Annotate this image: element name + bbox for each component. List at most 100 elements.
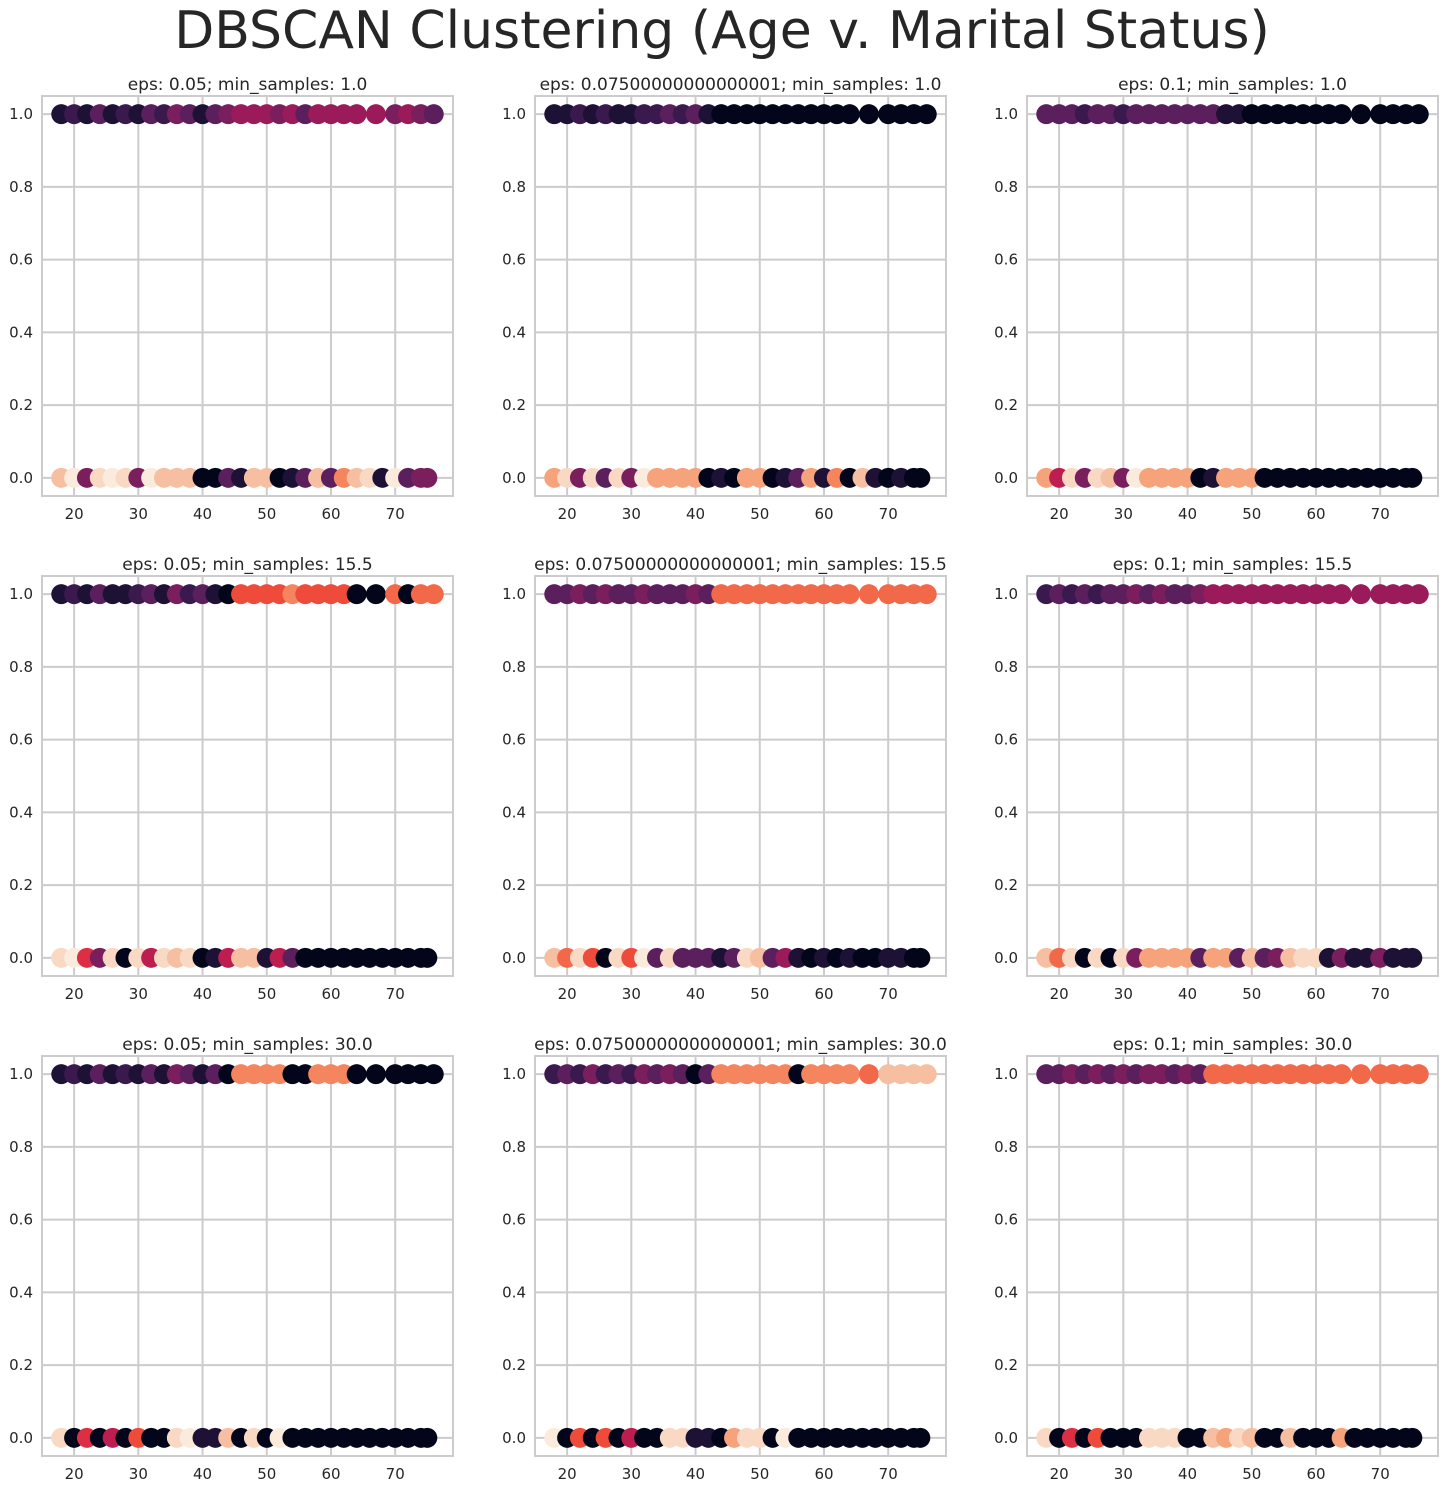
x-tick-label: 20 (558, 505, 577, 523)
data-point (916, 1064, 937, 1085)
x-tick-label: 20 (65, 1465, 84, 1483)
data-point (1402, 947, 1423, 968)
y-tick-label: 0.2 (502, 876, 526, 894)
data-point (346, 584, 367, 605)
x-tick-label: 40 (1178, 985, 1197, 1003)
data-point (1350, 584, 1371, 605)
subplot-3: eps: 0.1; min_samples: 1.0 20 30 40 50 60 70 0.… (994, 75, 1439, 523)
y-tick-label: 0.8 (9, 658, 33, 676)
y-tick-label: 1.0 (9, 585, 33, 603)
subplot-7: eps: 0.05; min_samples: 30.0 20 30 40 50 60 70… (9, 1035, 454, 1483)
data-point (1350, 1064, 1371, 1085)
subplot-title: eps: 0.1; min_samples: 30.0 (1113, 1035, 1353, 1055)
y-tick-label: 0.4 (502, 1283, 526, 1301)
data-point (858, 104, 879, 125)
x-tick-label: 60 (814, 1465, 833, 1483)
x-tick-label: 20 (65, 985, 84, 1003)
y-tick-label: 0.0 (994, 1429, 1018, 1447)
y-tick-label: 0.6 (994, 251, 1018, 269)
y-tick-label: 1.0 (502, 105, 526, 123)
y-tick-label: 0.4 (502, 803, 526, 821)
points (1036, 584, 1429, 968)
y-tick-label: 0.8 (994, 178, 1018, 196)
x-tick-label: 40 (1178, 1465, 1197, 1483)
x-tick-label: 40 (686, 1465, 705, 1483)
x-tick-label: 30 (622, 985, 641, 1003)
subplot-title: eps: 0.05; min_samples: 30.0 (122, 1035, 372, 1055)
data-point (1331, 584, 1352, 605)
data-point (1408, 584, 1429, 605)
points (51, 104, 444, 488)
y-tick-label: 0.2 (994, 876, 1018, 894)
x-tick-label: 70 (879, 1465, 898, 1483)
x-tick-label: 50 (1242, 505, 1261, 523)
data-point (1408, 104, 1429, 125)
x-tick-label: 40 (1178, 505, 1197, 523)
x-tick-label: 20 (1050, 505, 1069, 523)
data-point (423, 1064, 444, 1085)
x-tick-label: 50 (257, 505, 276, 523)
subplot-6: eps: 0.1; min_samples: 15.5 20 30 40 50 60 70 0… (994, 555, 1439, 1003)
y-tick-label: 0.4 (9, 323, 33, 341)
x-tick-label: 70 (1371, 1465, 1390, 1483)
y-tick-label: 1.0 (502, 1065, 526, 1083)
x-tick-label: 60 (1306, 505, 1325, 523)
x-tick-label: 70 (879, 985, 898, 1003)
x-tick-label: 30 (622, 1465, 641, 1483)
y-tick-label: 0.8 (994, 658, 1018, 676)
y-tick-label: 0.4 (502, 323, 526, 341)
points (544, 1064, 937, 1448)
subplot-title: eps: 0.07500000000000001; min_samples: 1… (540, 75, 942, 95)
subplot-title: eps: 0.1; min_samples: 15.5 (1113, 555, 1353, 575)
y-tick-label: 0.0 (9, 1429, 33, 1447)
x-tick-label: 30 (1114, 1465, 1133, 1483)
x-tick-label: 60 (321, 505, 340, 523)
data-point (1408, 1064, 1429, 1085)
y-tick-label: 0.8 (502, 178, 526, 196)
y-tick-label: 0.6 (9, 731, 33, 749)
subplot-8: eps: 0.07500000000000001; min_samples: 3… (502, 1035, 947, 1483)
y-tick-label: 0.6 (502, 731, 526, 749)
data-point (346, 104, 367, 125)
x-tick-label: 20 (558, 1465, 577, 1483)
x-tick-label: 70 (386, 505, 405, 523)
x-tick-label: 20 (1050, 1465, 1069, 1483)
data-point (417, 467, 438, 488)
subplot-title: eps: 0.07500000000000001; min_samples: 3… (534, 1035, 947, 1055)
y-tick-label: 0.6 (994, 731, 1018, 749)
y-tick-label: 0.0 (9, 949, 33, 967)
x-tick-label: 60 (814, 505, 833, 523)
x-tick-label: 30 (1114, 505, 1133, 523)
y-tick-label: 0.8 (9, 1138, 33, 1156)
x-tick-label: 20 (1050, 985, 1069, 1003)
data-point (916, 104, 937, 125)
data-point (346, 1064, 367, 1085)
y-tick-label: 0.4 (994, 803, 1018, 821)
y-tick-label: 0.2 (9, 876, 33, 894)
y-tick-label: 1.0 (9, 1065, 33, 1083)
y-tick-label: 1.0 (502, 585, 526, 603)
y-tick-label: 0.8 (502, 658, 526, 676)
plot-area (41, 95, 454, 497)
data-point (839, 104, 860, 125)
y-tick-label: 0.6 (502, 251, 526, 269)
y-tick-label: 0.8 (502, 1138, 526, 1156)
y-tick-label: 0.2 (9, 1356, 33, 1374)
x-tick-label: 30 (622, 505, 641, 523)
points (544, 584, 937, 968)
y-tick-label: 0.0 (502, 469, 526, 487)
x-tick-label: 70 (386, 985, 405, 1003)
y-tick-label: 0.0 (994, 469, 1018, 487)
subplot-1: eps: 0.05; min_samples: 1.0 20 30 40 50 60 70 0… (9, 75, 454, 523)
x-tick-label: 50 (257, 1465, 276, 1483)
data-point (839, 1064, 860, 1085)
x-tick-label: 60 (814, 985, 833, 1003)
subplot-title: eps: 0.07500000000000001; min_samples: 1… (534, 555, 947, 575)
plot-area (41, 1055, 454, 1457)
x-tick-label: 70 (1371, 985, 1390, 1003)
points (1036, 1064, 1429, 1448)
data-point (417, 1427, 438, 1448)
points (51, 1064, 444, 1448)
data-point (1331, 1064, 1352, 1085)
